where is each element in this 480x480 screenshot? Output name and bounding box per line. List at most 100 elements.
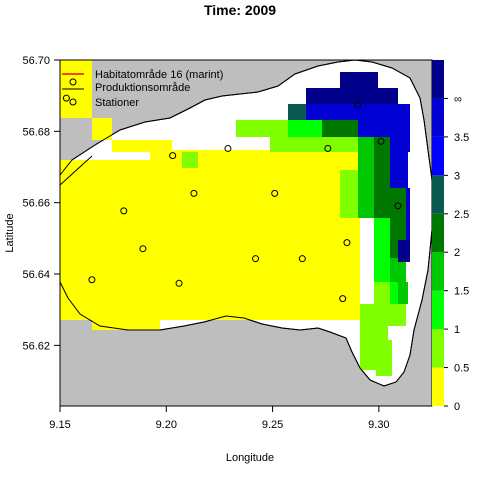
heatmap-cell	[398, 282, 408, 304]
colorbar-tick-label: 3	[454, 170, 460, 182]
station-marker	[339, 295, 347, 303]
heatmap-cell	[270, 137, 358, 152]
heatmap-cell	[374, 258, 390, 282]
x-tick-label: 9.20	[156, 419, 177, 431]
colorbar-segment	[432, 136, 444, 176]
heatmap-cell	[390, 152, 408, 188]
station-marker	[169, 152, 177, 160]
station-marker	[377, 137, 385, 145]
heatmap-cell	[374, 152, 390, 188]
station-marker	[190, 189, 198, 197]
heatmap-cell	[406, 188, 410, 218]
colorbar-tick-label: 1	[454, 324, 460, 336]
colorbar-segment	[432, 252, 444, 291]
legend-marker-stations	[69, 98, 77, 106]
station-marker	[139, 245, 147, 253]
legend-label-habitat: Habitatområde 16 (marint)	[95, 69, 223, 81]
heatmap-cell	[376, 340, 392, 376]
x-axis: 9.15 9.20 9.25 9.30	[49, 406, 390, 431]
heatmap-cell	[288, 120, 322, 137]
legend-marker-production	[69, 78, 77, 86]
station-marker	[224, 144, 232, 152]
heatmap-cell	[306, 104, 322, 121]
heatmap-cell	[374, 218, 390, 258]
colorbar-tick-label: 1.5	[454, 286, 469, 298]
heatmap-cell	[390, 258, 406, 282]
colorbar-segment	[432, 329, 444, 368]
y-tick-label: 56.64	[22, 269, 50, 281]
x-tick-label: 9.30	[368, 419, 389, 431]
colorbar-tick-label: 0.5	[454, 363, 469, 375]
y-tick-label: 56.66	[22, 198, 50, 210]
station-marker	[175, 279, 183, 287]
heatmap-cell	[306, 88, 340, 105]
heatmap-cell	[374, 188, 390, 218]
heatmap-cell	[358, 188, 374, 218]
production-area-line	[59, 155, 93, 186]
heatmap-cell	[236, 120, 288, 137]
colorbar-segment	[432, 213, 444, 253]
heatmap-cell	[374, 282, 390, 304]
legend-label-stations: Stationer	[95, 97, 139, 109]
chart-title: Time: 2009	[204, 2, 276, 18]
colorbar-segment	[432, 60, 444, 99]
y-tick-label: 56.70	[22, 55, 50, 67]
heatmap-cell	[322, 120, 358, 137]
heatmap-cell	[388, 104, 410, 121]
heatmap-cell	[358, 104, 388, 121]
station-marker	[252, 255, 260, 263]
colorbar-tick-label: 2.5	[454, 209, 469, 221]
y-axis-label: Latitude	[4, 213, 16, 252]
colorbar-tick-label: 2	[454, 247, 460, 259]
y-tick-label: 56.68	[22, 126, 50, 138]
station-marker	[62, 94, 70, 102]
heatmap-cell	[360, 304, 384, 326]
heatmap-cell	[378, 88, 398, 105]
heatmap-cell-base	[112, 140, 172, 152]
heatmap-cell	[358, 137, 374, 152]
heatmap-cell	[340, 170, 358, 188]
heatmap-cell	[358, 120, 374, 137]
station-marker	[88, 276, 96, 284]
station-marker	[354, 101, 362, 109]
heatmap-cell	[340, 72, 360, 90]
station-marker	[120, 207, 128, 215]
heatmap-cells	[60, 60, 410, 376]
heatmap-cell-base	[130, 165, 360, 200]
coastline	[60, 60, 432, 387]
heatmap-cell	[340, 188, 358, 218]
colorbar-segment	[432, 367, 444, 406]
heatmap-cell	[288, 104, 306, 121]
heatmap-cell-base	[92, 320, 160, 330]
x-axis-label: Longitude	[226, 452, 274, 464]
heatmap-cell	[182, 152, 198, 168]
heatmap-cell-base	[92, 118, 112, 140]
heatmap-cell	[322, 104, 358, 121]
station-marker	[298, 255, 306, 263]
x-tick-label: 9.25	[262, 419, 283, 431]
heatmap-cell-base	[60, 106, 92, 118]
heatmap-cell	[340, 88, 378, 105]
legend: Habitatområde 16 (marint) Produktionsomr…	[62, 69, 223, 109]
y-axis: 56.62 56.64 56.66 56.68 56.70	[22, 55, 60, 352]
x-tick-label: 9.15	[49, 419, 70, 431]
colorbar-segment	[432, 290, 444, 330]
station-marker	[324, 144, 332, 152]
colorbar-tick-label: 0	[454, 401, 460, 413]
colorbar-tick-label: ∞	[454, 93, 462, 105]
colorbar-segment	[432, 175, 444, 214]
station-marker	[343, 239, 351, 247]
heatmap-cell	[384, 304, 406, 326]
station-marker	[394, 202, 402, 210]
heatmap-cell	[406, 218, 410, 258]
colorbar: 0 0.5 1 1.5 2 2.5 3 3.5 ∞	[432, 60, 469, 413]
y-tick-label: 56.62	[22, 340, 50, 352]
heatmap-cell	[358, 152, 374, 188]
legend-label-production: Produktionsområde	[95, 82, 190, 94]
heatmap-cell	[398, 240, 410, 262]
heatmap-cell	[390, 137, 410, 152]
stations-layer	[62, 94, 402, 303]
heatmap-cell	[360, 72, 378, 90]
colorbar-tick-label: 3.5	[454, 132, 469, 144]
